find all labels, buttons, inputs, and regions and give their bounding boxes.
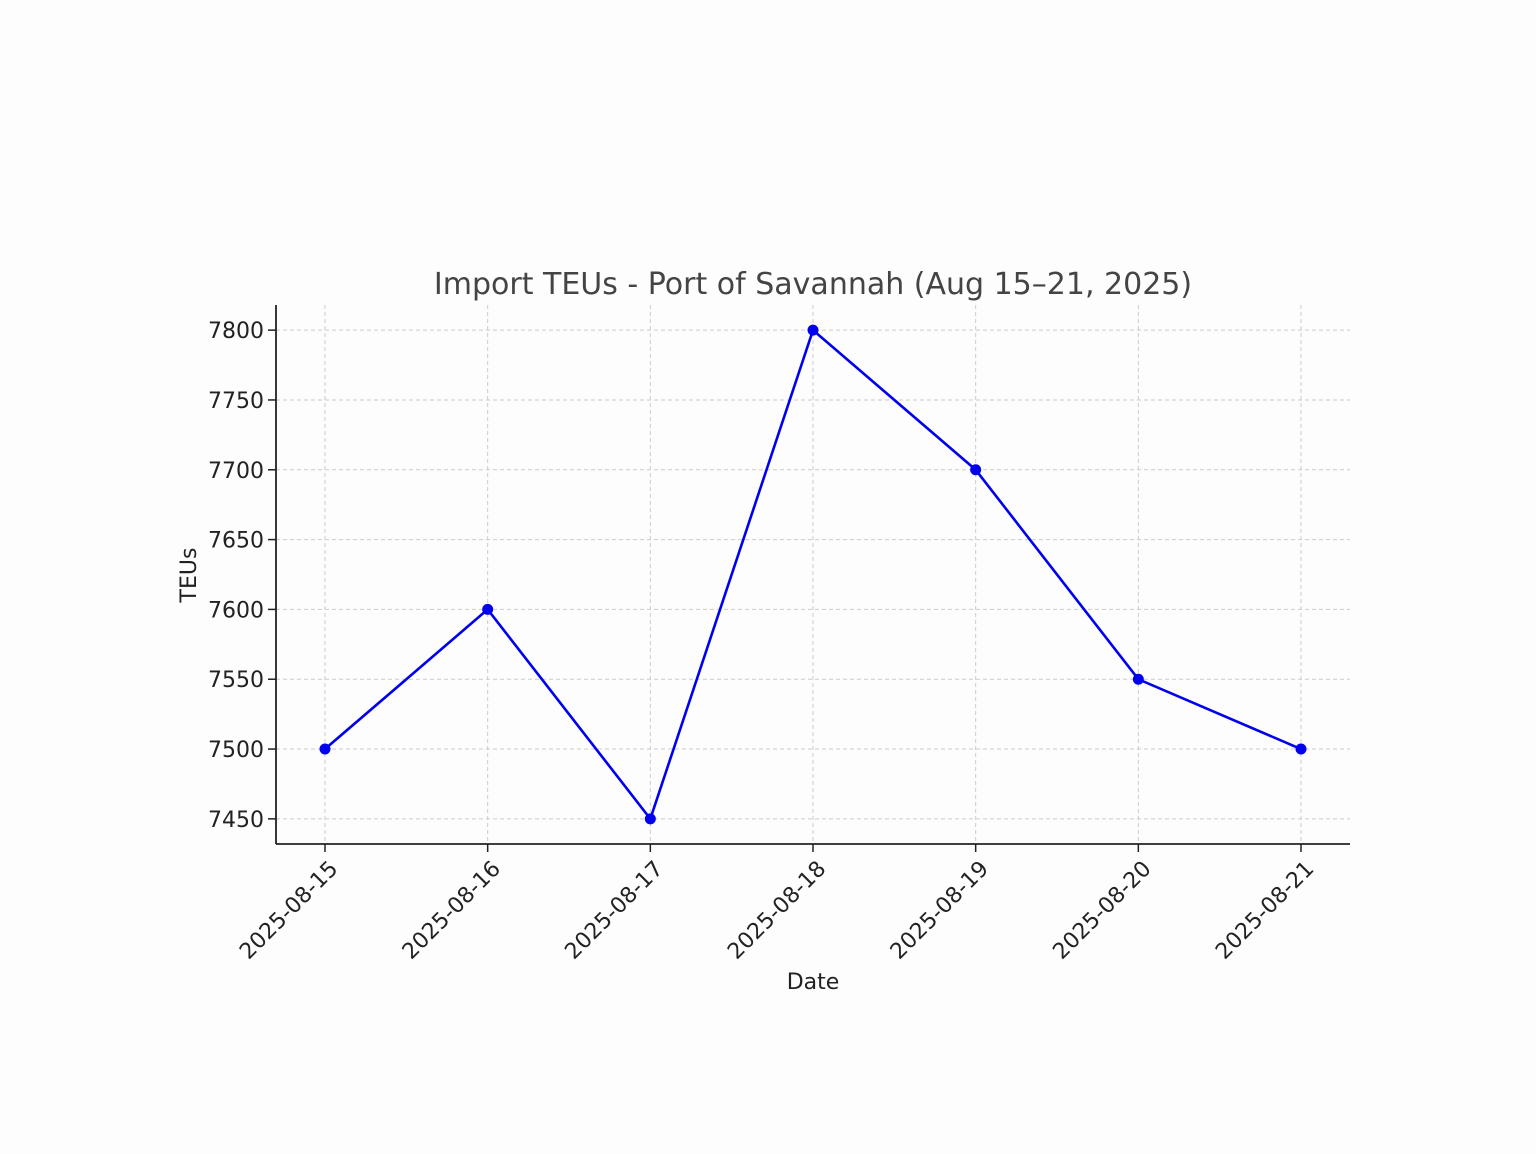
x-tick-label: 2025-08-19 <box>886 857 994 965</box>
x-axis-label: Date <box>787 970 840 995</box>
y-tick-label: 7650 <box>208 529 264 554</box>
y-tick-label: 7700 <box>208 459 264 484</box>
y-tick-label: 7750 <box>208 389 264 414</box>
x-tick-label: 2025-08-18 <box>723 857 831 965</box>
chart-title: Import TEUs - Port of Savannah (Aug 15–2… <box>434 267 1192 302</box>
x-tick-label: 2025-08-20 <box>1048 857 1156 965</box>
x-tick-label: 2025-08-16 <box>398 857 506 965</box>
grid <box>276 305 1350 844</box>
data-point <box>1295 743 1307 755</box>
y-tick-label: 7800 <box>208 319 264 344</box>
data-point <box>644 813 656 825</box>
series <box>319 324 1307 825</box>
data-point <box>482 603 494 615</box>
x-tick-label: 2025-08-15 <box>235 857 343 965</box>
x-tick-label: 2025-08-17 <box>560 857 668 965</box>
y-axis-ticks: 7450 7500 7550 7600 7650 7700 7750 7800 <box>208 319 276 833</box>
data-point <box>807 324 819 336</box>
data-point <box>319 743 331 755</box>
y-tick-label: 7550 <box>208 668 264 693</box>
y-tick-label: 7600 <box>208 598 264 623</box>
x-tick-label: 2025-08-21 <box>1211 857 1319 965</box>
data-point <box>970 464 982 476</box>
data-point <box>1132 673 1144 685</box>
y-tick-label: 7500 <box>208 738 264 763</box>
y-tick-label: 7450 <box>208 808 264 833</box>
x-axis-ticks: 2025-08-15 2025-08-16 2025-08-17 2025-08-18… <box>235 844 1319 965</box>
y-axis-label: TEUs <box>177 548 202 604</box>
